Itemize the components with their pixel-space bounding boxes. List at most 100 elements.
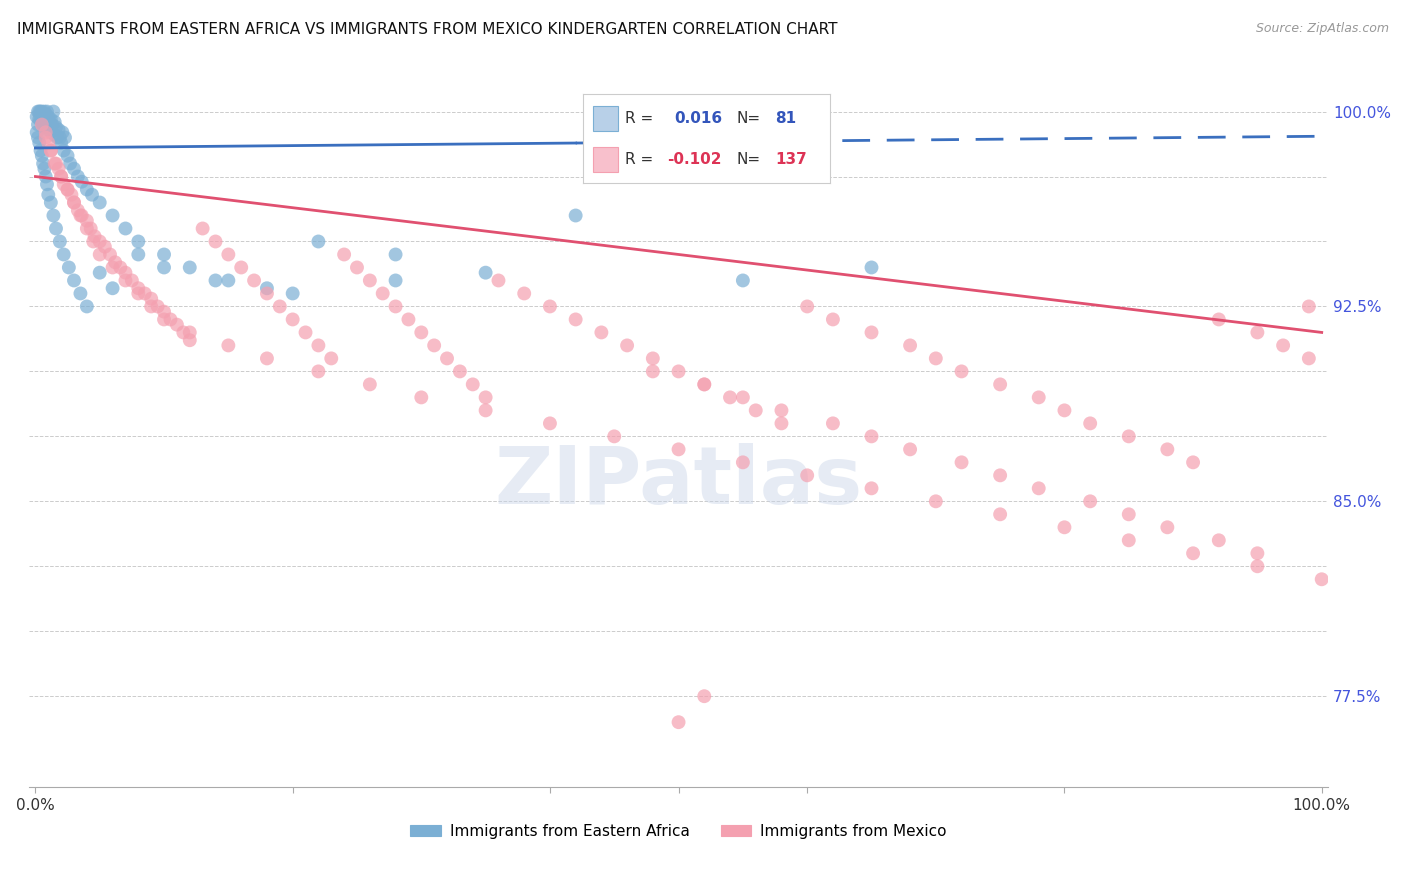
Point (474, 403, 496, 417)
Point (950, 455, 973, 469)
Point (307, 338, 329, 352)
Point (449, 364, 471, 378)
Point (898, 442, 921, 457)
Point (25, 125, 48, 139)
Point (153, 260, 176, 275)
Point (538, 300, 561, 314)
Point (48, 161, 70, 176)
Point (1156, 520, 1178, 534)
FancyBboxPatch shape (593, 106, 619, 131)
Point (94, 240, 117, 254)
Point (25, 110, 48, 124)
Point (28, 136, 51, 150)
Point (121, 273, 143, 287)
Point (37, 110, 59, 124)
Point (153, 312, 176, 326)
Point (346, 260, 368, 275)
Point (39, 125, 62, 139)
Point (243, 273, 266, 287)
Point (127, 286, 149, 301)
Point (603, 429, 626, 443)
Point (616, 338, 638, 352)
Point (693, 377, 716, 392)
Point (49, 169, 72, 184)
Point (860, 429, 883, 443)
Text: N=: N= (737, 152, 761, 167)
Point (371, 286, 394, 301)
Point (1310, 572, 1333, 586)
Point (35, 107, 58, 121)
Point (32, 107, 55, 121)
Point (1156, 442, 1178, 457)
Point (860, 260, 883, 275)
Point (333, 247, 356, 261)
Point (1182, 455, 1205, 469)
Point (49, 130, 72, 145)
Point (1028, 481, 1050, 495)
Point (110, 260, 132, 275)
Point (37, 187, 59, 202)
Point (166, 318, 188, 332)
Point (45, 120, 67, 135)
Point (141, 300, 163, 314)
Point (564, 312, 586, 326)
Point (27, 118, 49, 132)
Point (668, 364, 690, 378)
Point (52, 178, 75, 192)
Point (69, 286, 91, 301)
Point (42, 209, 65, 223)
Point (52, 247, 75, 261)
Point (770, 417, 793, 431)
Point (70, 175, 93, 189)
Point (44, 128, 66, 142)
Point (461, 377, 484, 392)
Text: IMMIGRANTS FROM EASTERN AFRICA VS IMMIGRANTS FROM MEXICO KINDERGARTEN CORRELATIO: IMMIGRANTS FROM EASTERN AFRICA VS IMMIGR… (17, 22, 838, 37)
Point (66, 203, 89, 218)
Point (693, 689, 716, 703)
Point (474, 391, 496, 405)
Point (52, 144, 75, 158)
Point (821, 417, 844, 431)
Point (101, 281, 124, 295)
Point (564, 209, 586, 223)
Text: 81: 81 (776, 111, 797, 126)
Legend: Immigrants from Eastern Africa, Immigrants from Mexico: Immigrants from Eastern Africa, Immigran… (405, 818, 953, 845)
Point (668, 442, 690, 457)
Point (30, 144, 52, 158)
Point (770, 403, 793, 417)
Point (38, 115, 60, 129)
Point (30, 110, 52, 124)
Point (45, 156, 67, 170)
Point (31, 115, 53, 129)
Point (411, 391, 433, 405)
Point (76, 213, 98, 227)
Point (256, 351, 278, 366)
Point (384, 247, 406, 261)
Point (1208, 533, 1230, 548)
Text: R =: R = (626, 111, 654, 126)
Point (860, 481, 883, 495)
Point (179, 260, 201, 275)
Text: R =: R = (626, 152, 654, 167)
Point (48, 122, 70, 136)
Point (988, 468, 1011, 483)
Point (49, 136, 72, 150)
Point (141, 292, 163, 306)
Point (127, 247, 149, 261)
Point (1078, 417, 1101, 431)
Point (950, 364, 973, 378)
Point (1053, 520, 1076, 534)
Point (27, 130, 49, 145)
Point (63, 195, 86, 210)
Point (307, 364, 329, 378)
Point (76, 182, 98, 196)
Point (31, 149, 53, 163)
Point (731, 391, 754, 405)
Point (89, 195, 111, 210)
Point (58, 260, 80, 275)
Point (860, 326, 883, 340)
Point (89, 235, 111, 249)
Point (384, 273, 406, 287)
Point (32, 118, 55, 132)
Point (179, 333, 201, 347)
